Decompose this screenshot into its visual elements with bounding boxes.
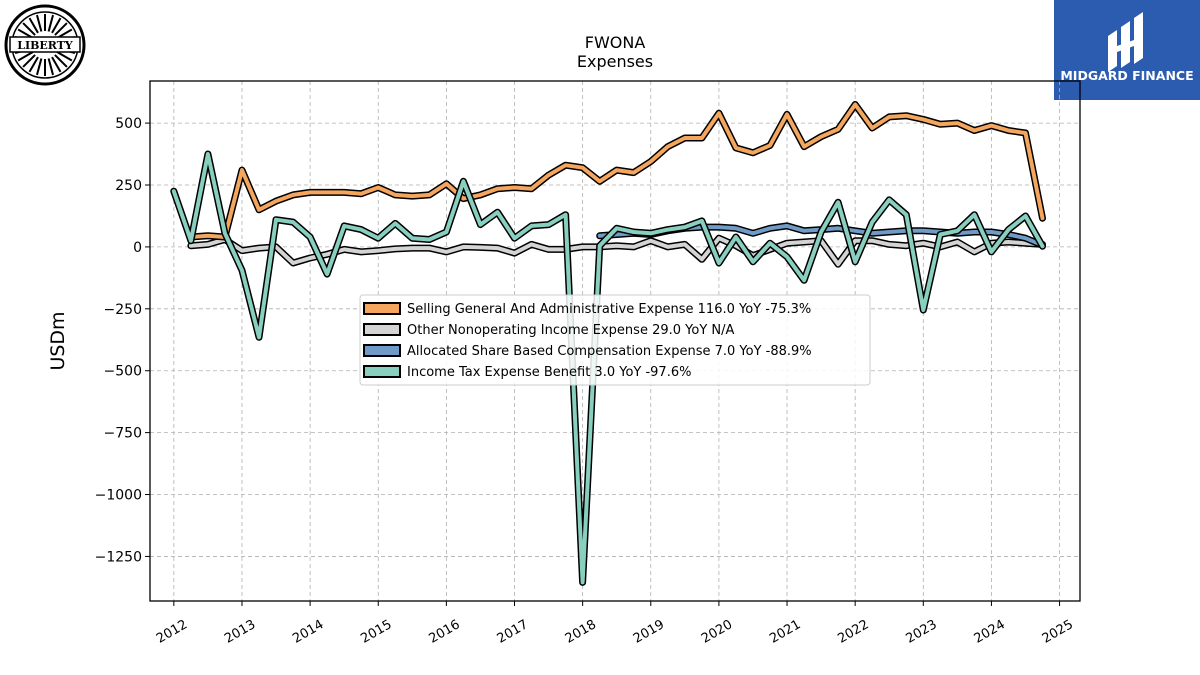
liberty-logo: LIBERTY — [4, 4, 86, 86]
legend-item: Other Nonoperating Income Expense 29.0 Y… — [363, 323, 735, 338]
x-tick-label: 2019 — [631, 617, 667, 647]
series-line — [171, 152, 1045, 585]
legend-label: Income Tax Expense Benefit 3.0 YoY -97.6… — [407, 365, 691, 380]
legend-box — [359, 294, 871, 386]
seal-ray — [51, 17, 62, 34]
legend-item: Income Tax Expense Benefit 3.0 YoY -97.6… — [363, 365, 691, 380]
y-tick-label: 0 — [133, 240, 142, 256]
seal-ray — [54, 22, 68, 36]
y-tick-label: −1000 — [95, 488, 142, 504]
y-axis-ticks: 500 250 0 −250 −500 −750 −1000 −1250 — [95, 116, 150, 565]
x-tick-label: 2012 — [154, 617, 190, 647]
y-tick-label: −750 — [104, 426, 142, 442]
y-tick-label: 250 — [115, 178, 142, 194]
legend-swatch — [363, 323, 401, 336]
y-axis-label: USDm — [47, 311, 69, 370]
chart-title: FWONA — [585, 33, 646, 52]
midgard-logo-text: MIDGARD FINANCE — [1060, 68, 1193, 83]
legend-swatch — [363, 344, 401, 357]
legend-item: Allocated Share Based Compensation Expen… — [363, 344, 812, 359]
midgard-emblem-icon — [1108, 12, 1143, 72]
x-tick-label: 2022 — [835, 617, 871, 647]
seal-ray — [28, 17, 39, 34]
plot-frame — [149, 80, 1081, 602]
seal-ray — [51, 56, 62, 73]
legend-swatch — [363, 302, 401, 315]
legend-label: Selling General And Administrative Expen… — [407, 302, 811, 317]
x-tick-label: 2024 — [972, 617, 1008, 647]
x-axis-ticks: 2012 2013 2014 2015 2016 2017 2018 2019 2020 2021… — [154, 601, 1076, 647]
legend-swatch — [363, 365, 401, 378]
y-tick-label: −250 — [104, 302, 142, 318]
legend-label: Other Nonoperating Income Expense 29.0 Y… — [407, 323, 735, 338]
seal-ray — [47, 14, 54, 32]
series-income-tax-expense-benefit — [170, 150, 1046, 586]
x-tick-label: 2021 — [767, 617, 803, 647]
seal-ray — [22, 54, 36, 68]
y-tick-label: −1250 — [95, 549, 142, 565]
legend-label: Allocated Share Based Compensation Expen… — [407, 344, 812, 359]
x-tick-label: 2015 — [358, 617, 394, 647]
x-tick-label: 2013 — [222, 617, 258, 647]
midgard-finance-logo: MIDGARD FINANCE — [1054, 0, 1200, 100]
series-line — [188, 102, 1045, 239]
legend-item: Selling General And Administrative Expen… — [363, 302, 811, 317]
y-tick-label: −500 — [104, 364, 142, 380]
seal-ray — [22, 22, 36, 36]
seal-ray — [56, 51, 73, 62]
series-group — [170, 101, 1046, 586]
legend: Selling General And Administrative Expen… — [359, 294, 871, 386]
x-tick-label: 2020 — [699, 617, 735, 647]
liberty-logo-text: LIBERTY — [17, 39, 73, 52]
chart-subtitle: Expenses — [577, 52, 653, 71]
series-selling-general-and-administrative-expense — [187, 101, 1046, 241]
seal-ray — [47, 58, 54, 76]
x-tick-label: 2017 — [495, 617, 531, 647]
seal-ray — [28, 56, 39, 73]
y-tick-label: 500 — [115, 116, 142, 132]
seal-ray — [17, 51, 34, 62]
x-tick-label: 2025 — [1040, 617, 1076, 647]
x-tick-label: 2023 — [903, 617, 939, 647]
x-tick-label: 2014 — [290, 617, 326, 647]
x-tick-label: 2018 — [563, 617, 599, 647]
seal-ray — [36, 58, 43, 76]
x-tick-label: 2016 — [427, 617, 463, 647]
seal-ray — [54, 54, 68, 68]
seal-ray — [36, 14, 43, 32]
